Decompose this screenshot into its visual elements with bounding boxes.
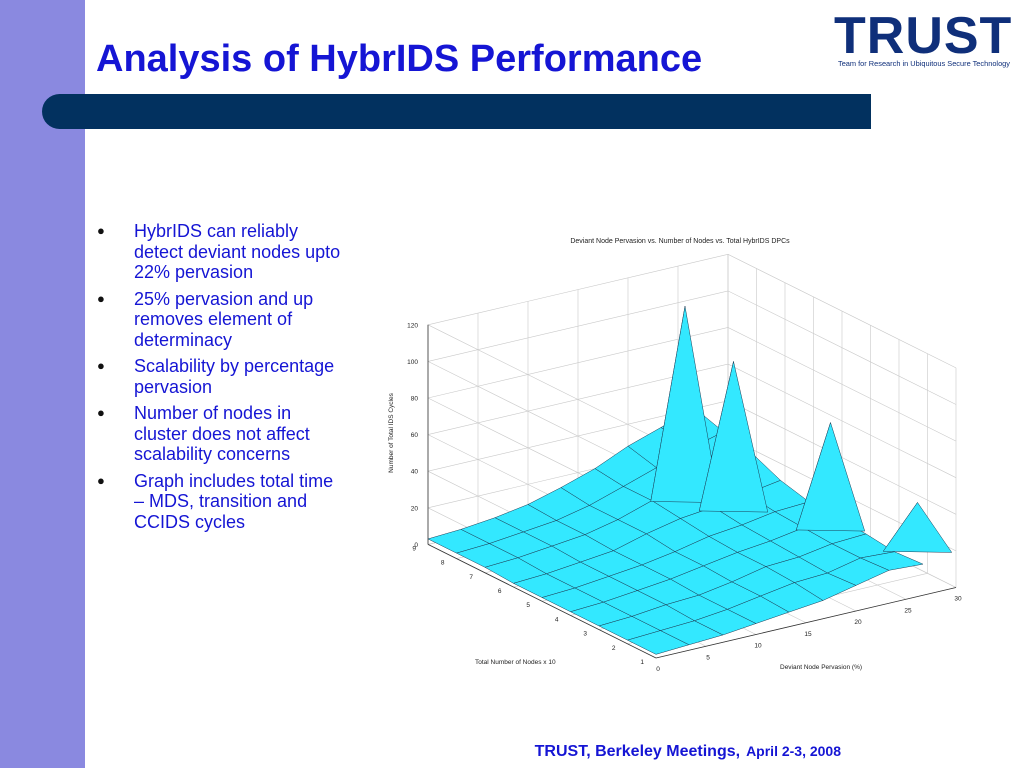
surface-peak bbox=[650, 306, 720, 503]
bullet-text: Number of nodes in cluster does not affe… bbox=[134, 403, 310, 464]
logo-wordmark: TRUST bbox=[834, 7, 1013, 65]
bullet-dot-icon: ● bbox=[97, 290, 105, 306]
bullet-item: ● 25% pervasion and up removes element of… bbox=[96, 289, 346, 351]
surface-peak bbox=[698, 361, 769, 513]
y-tick-label: 30 bbox=[954, 596, 962, 603]
x-tick-label: 8 bbox=[441, 560, 445, 567]
bullet-text: Scalability by percentage pervasion bbox=[134, 356, 335, 397]
x-tick-label: 9 bbox=[412, 545, 416, 552]
footer-meeting: TRUST, Berkeley Meetings, bbox=[534, 743, 741, 760]
back-wall-gridline bbox=[427, 290, 957, 405]
surface-peak bbox=[795, 421, 866, 532]
left-wall-gridline bbox=[427, 324, 657, 439]
surface-peak bbox=[882, 502, 953, 553]
y-tick-label: 5 bbox=[706, 654, 710, 661]
trust-logo: TRUST Team for Research in Ubiquitous Se… bbox=[832, 8, 1012, 70]
bullet-item: ● Graph includes total time – MDS, transi… bbox=[96, 471, 346, 533]
bullet-item: ● HybrIDS can reliably detect deviant nod… bbox=[96, 221, 346, 283]
y-tick-label: 25 bbox=[904, 607, 912, 614]
logo-tagline: Team for Research in Ubiquitous Secure T… bbox=[838, 59, 1010, 68]
x-tick-label: 2 bbox=[612, 645, 616, 652]
z-tick-label: 40 bbox=[411, 469, 419, 476]
z-tick-label: 80 bbox=[411, 396, 419, 403]
z-tick-label: 0 bbox=[414, 542, 418, 549]
footer-date: April 2-3, 2008 bbox=[746, 743, 841, 759]
x-tick-label: 4 bbox=[555, 616, 559, 623]
y-tick-label: 20 bbox=[854, 619, 862, 626]
x-tick-label: 6 bbox=[498, 588, 502, 595]
bullet-text: Graph includes total time – MDS, transit… bbox=[134, 470, 334, 532]
slide-title: Analysis of HybrIDS Performance bbox=[96, 38, 703, 80]
z-tick-label: 120 bbox=[407, 322, 418, 329]
bullet-dot-icon: ● bbox=[97, 223, 105, 238]
x-axis-label: Total Number of Nodes x 10 bbox=[475, 659, 556, 666]
nodes-axis-line bbox=[427, 544, 657, 659]
z-tick-label: 20 bbox=[411, 505, 419, 512]
z-axis-label: Number of Total IDS Cycles bbox=[388, 392, 395, 472]
bullet-text: HybrIDS can reliably detect deviant node… bbox=[134, 221, 341, 282]
slide-footer: TRUST, Berkeley Meetings, April 2-3, 2008 bbox=[535, 743, 841, 761]
z-tick-label: 60 bbox=[411, 432, 419, 439]
x-tick-label: 1 bbox=[640, 659, 644, 666]
y-tick-label: 10 bbox=[754, 643, 762, 650]
x-tick-label: 3 bbox=[583, 631, 587, 638]
chart-title: Deviant Node Pervasion vs. Number of Nod… bbox=[570, 238, 790, 245]
bullet-text: 25% pervasion and up removes element of … bbox=[134, 288, 314, 350]
y-axis-label: Deviant Node Pervasion (%) bbox=[780, 664, 862, 671]
bullet-dot-icon: ● bbox=[97, 405, 105, 420]
y-tick-label: 0 bbox=[656, 666, 660, 673]
pervasion-axis-line bbox=[655, 587, 957, 659]
back-wall-gridline bbox=[427, 253, 957, 369]
surface-chart: Deviant Node Pervasion vs. Number of Nod… bbox=[388, 238, 962, 673]
bullet-dot-icon: ● bbox=[97, 472, 105, 488]
x-tick-label: 5 bbox=[526, 602, 530, 609]
bullet-item: ● Number of nodes in cluster does not aff… bbox=[96, 403, 346, 465]
x-tick-label: 7 bbox=[469, 574, 473, 581]
title-underline-band bbox=[42, 94, 871, 129]
y-tick-label: 15 bbox=[804, 631, 812, 638]
bullet-item: ● Scalability by percentage pervasion bbox=[96, 356, 346, 397]
bullet-dot-icon: ● bbox=[97, 358, 105, 373]
bullet-list: ● HybrIDS can reliably detect deviant nod… bbox=[96, 221, 346, 538]
z-tick-label: 100 bbox=[407, 359, 418, 366]
surface-face bbox=[859, 551, 924, 571]
